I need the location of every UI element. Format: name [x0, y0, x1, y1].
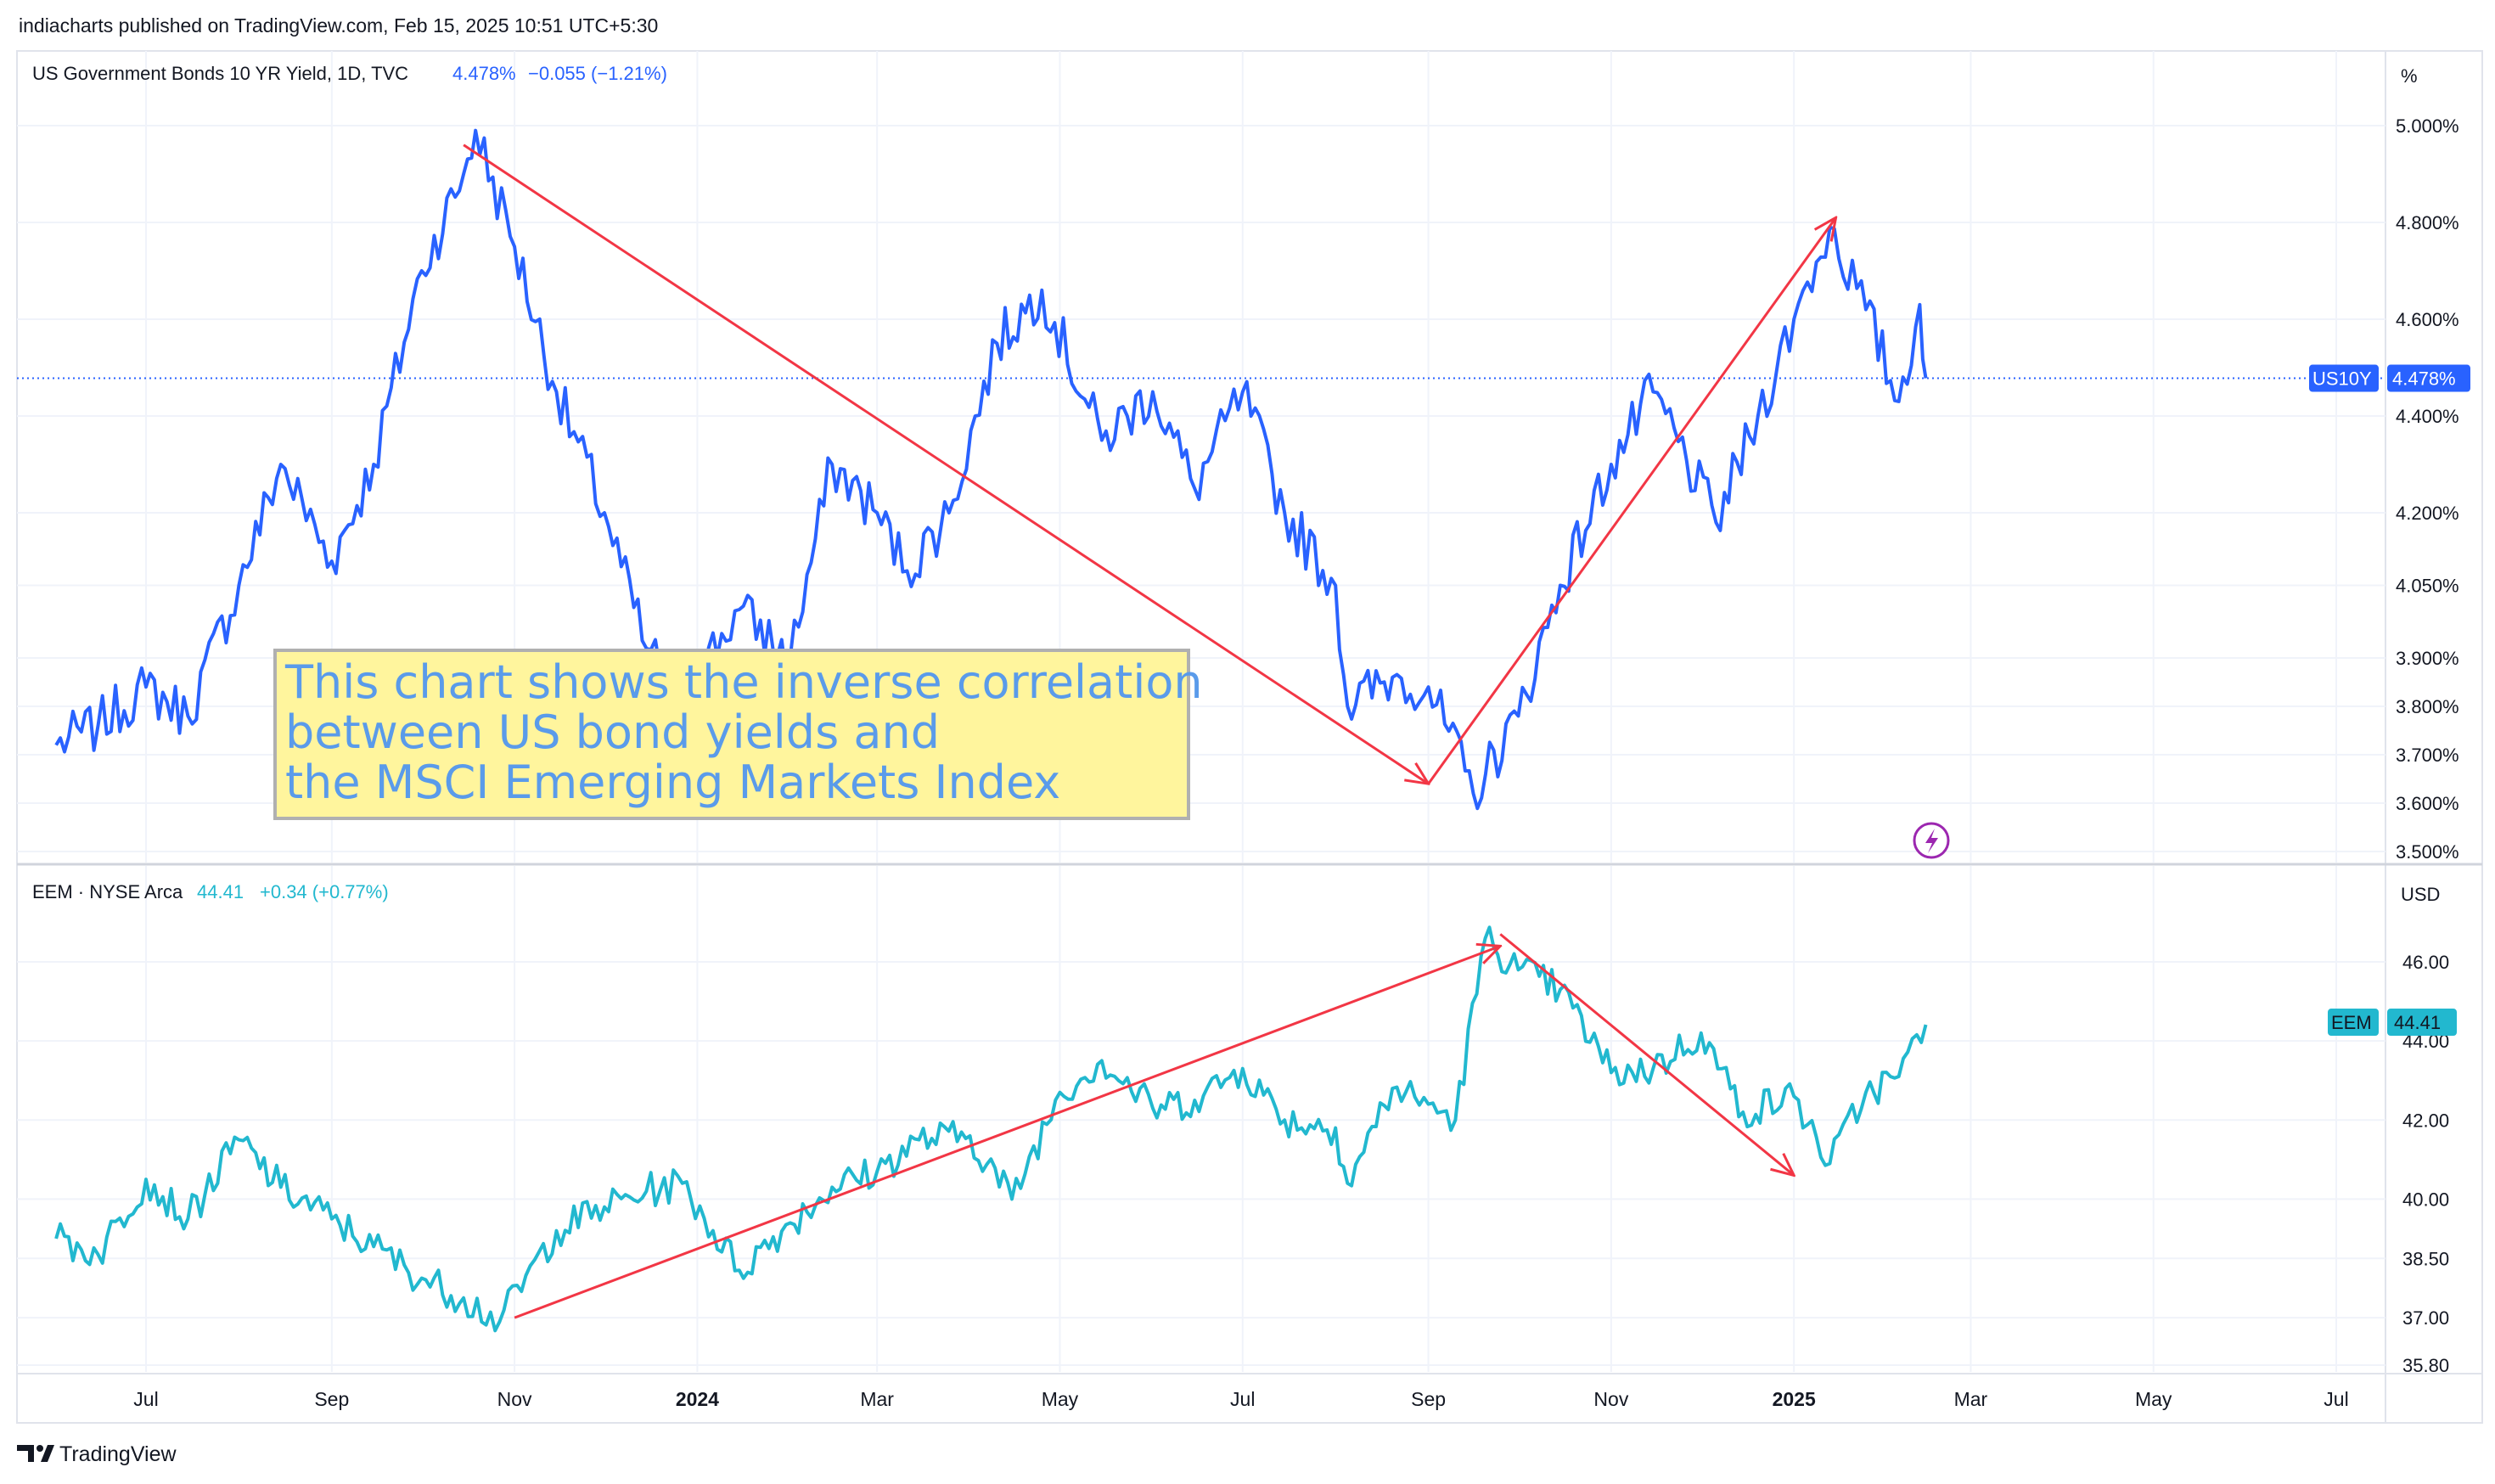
time-axis[interactable]: Jul Sep Nov 2024 Mar May Jul Sep Nov 2025 Mar May Ju…	[133, 1388, 2348, 1410]
yield-legend[interactable]: US Government Bonds 10 YR Yield, 1D, TVC…	[32, 63, 667, 84]
time-tick-label: Jul	[133, 1388, 158, 1410]
yield-unit-label[interactable]: %	[2401, 65, 2418, 87]
yield-price-axis[interactable]: 5.000% 4.800% 4.600% 4.400% 4.200% 4.050% 3.90…	[2396, 115, 2459, 863]
trend-arrows	[463, 143, 1836, 1319]
price-tick-label: 46.00	[2402, 952, 2449, 973]
eem-series-line	[54, 925, 1928, 1333]
trend-arrow[interactable]	[514, 946, 1500, 1319]
trend-arrow[interactable]	[1499, 933, 1794, 1175]
time-tick-label: Sep	[1411, 1388, 1446, 1410]
yield-tag-value: 4.478%	[2392, 368, 2456, 390]
price-tick-label: 3.500%	[2396, 841, 2459, 863]
price-tick-label: 37.00	[2402, 1307, 2449, 1329]
yield-legend-change: −0.055 (−1.21%)	[528, 63, 667, 84]
time-tick-label: Mar	[860, 1388, 894, 1410]
chart-frame	[16, 50, 2483, 1424]
lightning-icon[interactable]	[1913, 822, 1950, 859]
time-tick-label: 2024	[676, 1388, 719, 1410]
annotation-box[interactable]: This chart shows the inverse correlation…	[273, 649, 1203, 820]
time-tick-label: May	[1042, 1388, 1079, 1410]
yield-price-tag: US10Y 4.478%	[2309, 364, 2470, 392]
price-tick-label: 4.050%	[2396, 576, 2459, 597]
price-tick-label: 4.800%	[2396, 212, 2459, 233]
price-tick-label: 3.700%	[2396, 745, 2459, 766]
eem-tag-value: 44.41	[2394, 1012, 2441, 1033]
yield-tag-symbol: US10Y	[2312, 368, 2372, 390]
eem-tag-symbol: EEM	[2331, 1012, 2372, 1033]
time-tick-label: May	[2135, 1388, 2172, 1410]
time-tick-label: Nov	[497, 1388, 532, 1410]
trend-arrow[interactable]	[463, 143, 1428, 784]
price-tick-label: 3.600%	[2396, 793, 2459, 814]
time-tick-label: Jul	[1230, 1388, 1255, 1410]
time-tick-label: Mar	[1954, 1388, 1988, 1410]
yield-series-line	[54, 128, 1928, 811]
yield-legend-last: 4.478%	[452, 63, 516, 84]
eem-legend-title: EEM · NYSE Arca	[32, 881, 183, 902]
eem-unit-label[interactable]: USD	[2401, 884, 2440, 905]
publisher-line: indiacharts published on TradingView.com…	[19, 14, 658, 37]
yield-legend-title: US Government Bonds 10 YR Yield, 1D, TVC	[32, 63, 408, 84]
eem-legend-last: 44.41	[197, 881, 244, 902]
annotation-background	[273, 649, 1190, 820]
price-tick-label: 35.80	[2402, 1355, 2449, 1376]
annotation-line-1: This chart shows the inverse correlation	[284, 655, 1203, 709]
price-tick-label: 38.50	[2402, 1248, 2449, 1269]
price-tick-label: 3.800%	[2396, 696, 2459, 717]
price-tick-label: 5.000%	[2396, 115, 2459, 137]
time-tick-label: Sep	[314, 1388, 349, 1410]
price-tick-label: 4.600%	[2396, 309, 2459, 330]
time-tick-label: 2025	[1773, 1388, 1816, 1410]
price-tick-label: 3.900%	[2396, 648, 2459, 669]
eem-legend-change: +0.34 (+0.77%)	[260, 881, 389, 902]
price-tick-label: 4.200%	[2396, 503, 2459, 524]
footer-brand: TradingView	[59, 1442, 177, 1466]
annotation-line-2: between US bond yields and	[285, 705, 940, 759]
trend-arrow[interactable]	[1427, 217, 1836, 785]
annotation-line-3: the MSCI Emerging Markets Index	[285, 756, 1060, 809]
eem-legend[interactable]: EEM · NYSE Arca 44.41 +0.34 (+0.77%)	[32, 881, 389, 902]
eem-grid	[17, 866, 2385, 1372]
price-tick-label: 4.400%	[2396, 406, 2459, 427]
eem-price-tag: EEM 44.41	[2328, 1009, 2457, 1037]
time-tick-label: Jul	[2324, 1388, 2348, 1410]
price-tick-label: 42.00	[2402, 1110, 2449, 1131]
tradingview-logo-icon[interactable]	[17, 1445, 54, 1462]
time-tick-label: Nov	[1593, 1388, 1628, 1410]
price-tick-label: 40.00	[2402, 1189, 2449, 1210]
